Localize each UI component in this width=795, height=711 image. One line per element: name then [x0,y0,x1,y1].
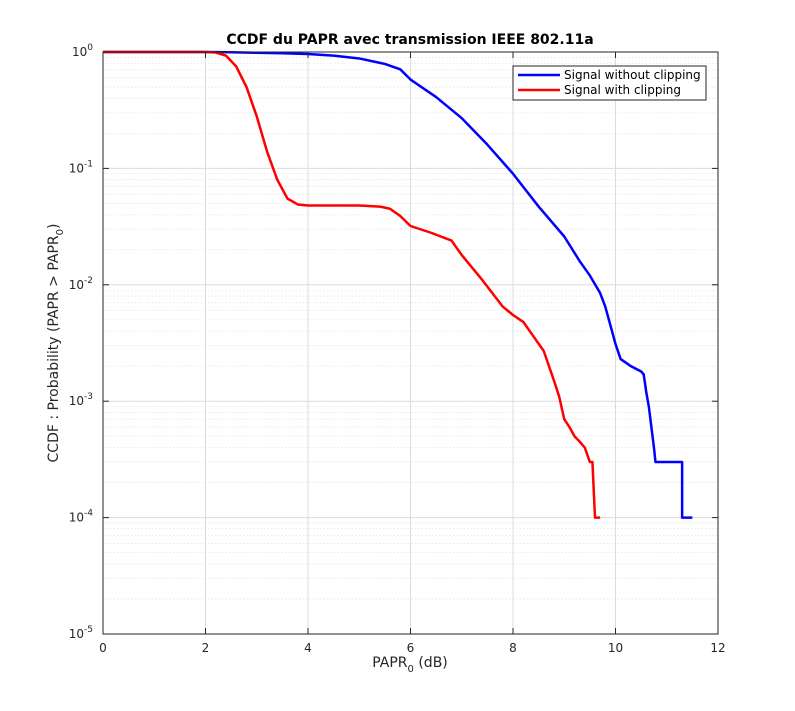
x-tick-label: 10 [608,641,623,655]
legend: Signal without clipping Signal with clip… [512,65,707,101]
y-axis-label: CCDF : Probability (PAPR > PAPR0) [46,224,66,463]
series-layer [103,50,693,519]
x-tick-label: 2 [202,641,210,655]
y-tick-label: 10-5 [69,625,93,641]
x-tick-label: 0 [99,641,107,655]
y-tick-label: 10-3 [69,392,93,408]
legend-box [512,65,707,101]
chart-title: CCDF du PAPR avec transmission IEEE 802.… [226,32,593,48]
series-line-1 [103,50,601,519]
x-axis-label: PAPR0 (dB) [372,655,448,675]
y-tick-labels: 10-5 10-4 10-3 10-2 10-1 100 [69,43,94,641]
x-tick-label: 12 [710,641,725,655]
tick-marks [102,51,719,635]
legend-label-with-clipping: Signal with clipping [564,83,681,97]
y-tick-label: 10-2 [69,276,93,292]
series-line-0 [103,50,693,519]
y-tick-label: 10-1 [69,159,93,175]
legend-label-without-clipping: Signal without clipping [564,68,701,82]
y-tick-label: 100 [72,43,93,59]
x-tick-label: 6 [407,641,415,655]
x-tick-label: 4 [304,641,312,655]
y-tick-label: 10-4 [69,509,94,525]
x-tick-labels: 0 2 4 6 8 10 12 [99,641,725,655]
x-tick-label: 8 [509,641,517,655]
